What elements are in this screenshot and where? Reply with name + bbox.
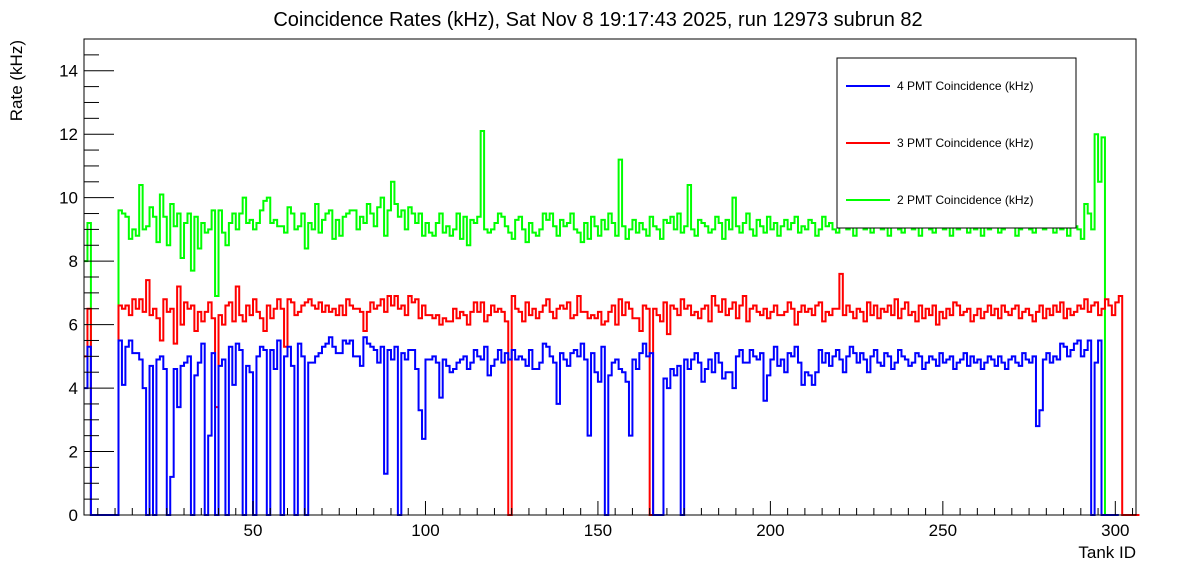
x-tick-label: 100 — [411, 521, 439, 540]
y-tick-label: 4 — [69, 379, 78, 398]
x-tick-label: 300 — [1101, 521, 1129, 540]
y-tick-label: 12 — [59, 125, 78, 144]
series-2pmt-line — [84, 130, 1119, 516]
x-tick-label: 250 — [929, 521, 957, 540]
y-tick-label: 2 — [69, 443, 78, 462]
y-axis-title: Rate (kHz) — [7, 40, 26, 121]
y-tick-label: 10 — [59, 189, 78, 208]
x-tick-label: 150 — [584, 521, 612, 540]
x-tick-label: 50 — [244, 521, 263, 540]
y-tick-label: 8 — [69, 252, 78, 271]
legend-label-3pmt: 3 PMT Coincidence (kHz) — [897, 136, 1034, 150]
x-tick-label: 200 — [756, 521, 784, 540]
legend-label-4pmt: 4 PMT Coincidence (kHz) — [897, 79, 1034, 93]
legend-label-2pmt: 2 PMT Coincidence (kHz) — [897, 193, 1034, 207]
y-tick-label: 6 — [69, 316, 78, 335]
axes-layer: 0 2 4 6 8 10 12 14 50 100 150 200 250 300 — [59, 38, 1134, 540]
legend: 4 PMT Coincidence (kHz) 3 PMT Coincidenc… — [836, 57, 1077, 229]
x-axis-title: Tank ID — [1078, 543, 1136, 562]
chart-title: Coincidence Rates (kHz), Sat Nov 8 19:17… — [273, 9, 922, 31]
series-3pmt-line — [84, 272, 1140, 516]
y-tick-label: 0 — [69, 506, 78, 525]
y-tick-label: 14 — [59, 62, 78, 81]
